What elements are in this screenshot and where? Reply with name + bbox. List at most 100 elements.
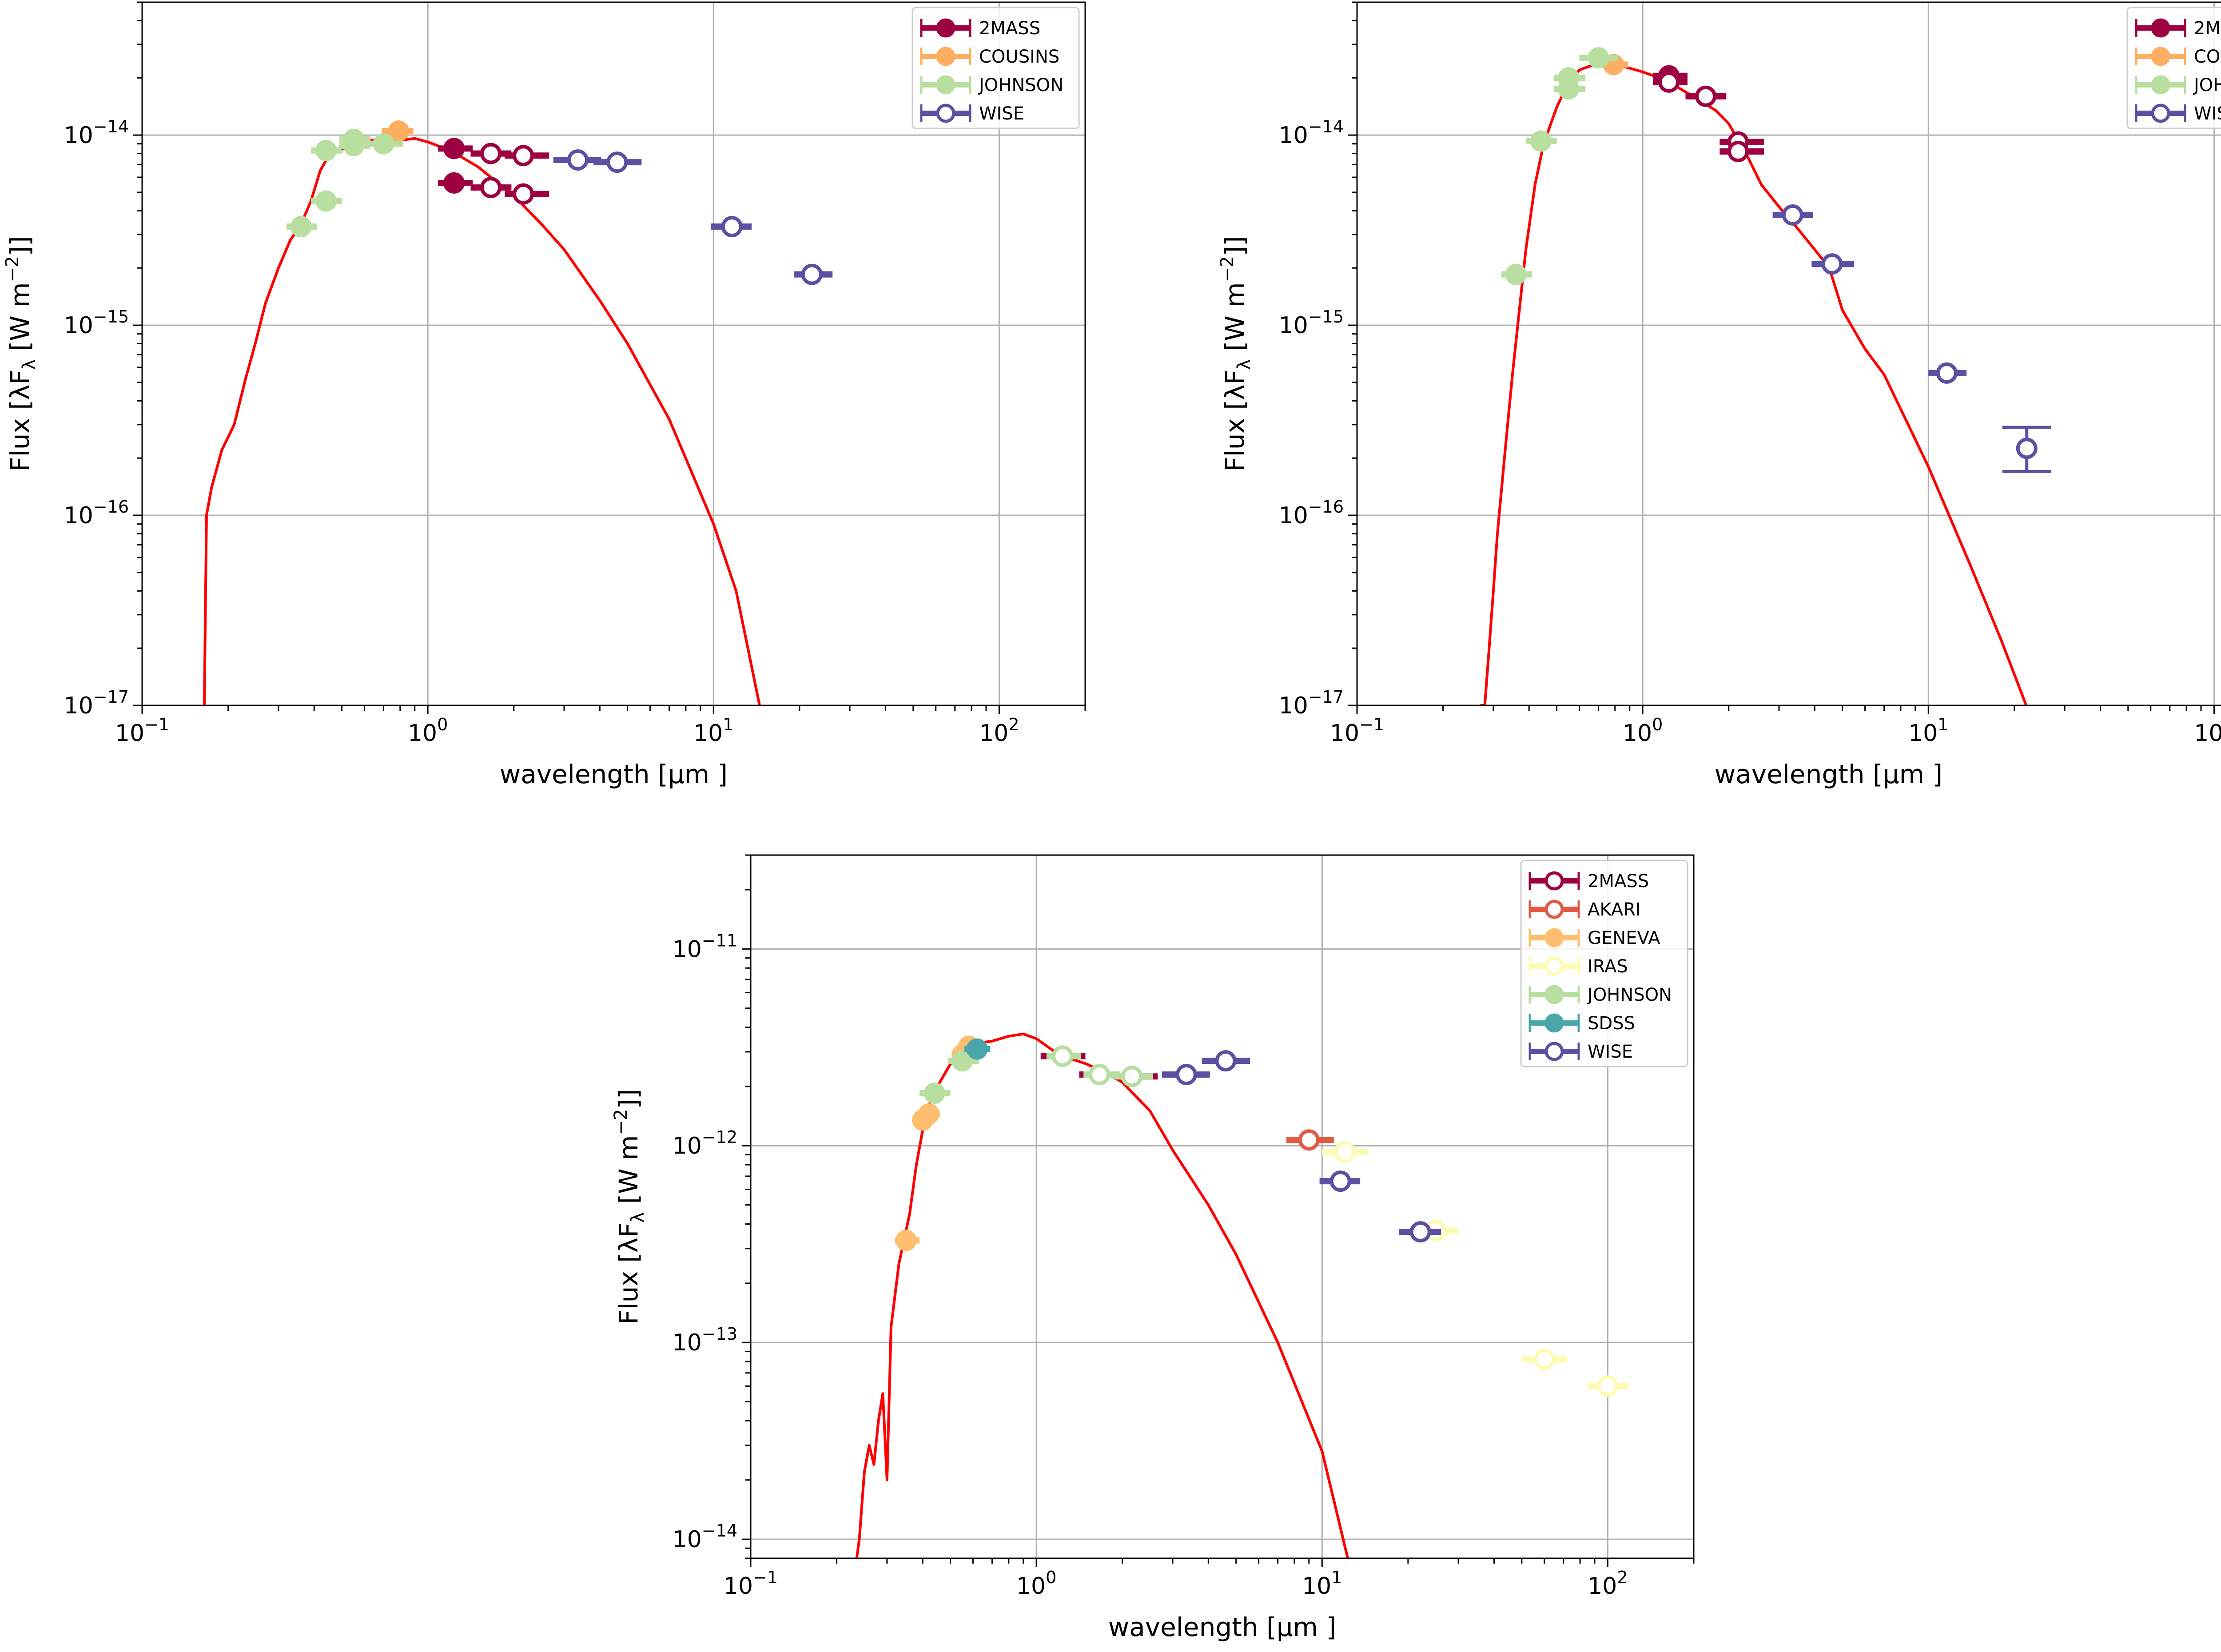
legend-marker [1544, 900, 1564, 919]
data-point-cousins [382, 120, 414, 142]
legend-label: 2MASS [1588, 871, 1649, 892]
legend-label: GENEVA [1588, 928, 1660, 948]
marker [951, 1050, 973, 1072]
x-tick-label: 101 [1302, 1568, 1342, 1600]
y-tick-label: 10−11 [673, 931, 737, 963]
marker [1329, 1170, 1351, 1192]
marker [1089, 1064, 1110, 1086]
data-point-johnson [311, 139, 342, 161]
marker [480, 143, 502, 164]
marker [923, 1082, 945, 1104]
legend-label: AKARI [1588, 900, 1641, 920]
marker [443, 138, 465, 159]
legend-marker [1544, 1013, 1564, 1033]
marker [290, 216, 312, 238]
marker [721, 216, 743, 238]
legend-marker [936, 47, 955, 66]
marker [373, 133, 394, 155]
y-tick-label: 10−17 [64, 687, 129, 719]
data-point-johnson [1579, 47, 1618, 69]
marker [1782, 204, 1803, 226]
legend-entry-wise: WISE [2135, 103, 2221, 124]
legend: 2MASS COUSINS JOHNSON WISE [911, 7, 1080, 129]
data-point-2mass [470, 143, 512, 164]
data-point-wise [1399, 1221, 1441, 1243]
legend-entry-wise: WISE [1528, 1042, 1633, 1062]
y-tick-label: 10−16 [1279, 497, 1344, 529]
model-spectrum-line [1480, 61, 2028, 705]
legend-marker [936, 18, 955, 38]
marker [1821, 253, 1843, 275]
marker [1175, 1064, 1197, 1086]
legend-label: COUSINS [2194, 47, 2221, 67]
marker [2016, 438, 2038, 459]
y-tick-label: 10−14 [1279, 117, 1344, 149]
legend-entry-akari: AKARI [1528, 900, 1641, 920]
data-point-2mass [470, 177, 512, 199]
marker [895, 1230, 917, 1251]
panel-bottom: 10−1 100 101 102 10−14 10−13 10−12 10−11 wavelen… [611, 854, 1695, 1642]
marker [1409, 1221, 1431, 1243]
x-tick-label: 100 [408, 715, 448, 747]
data-point-geneva [918, 1103, 940, 1125]
legend: 2MASS COUSINS JOHNSON WISE [2126, 7, 2221, 129]
model-spectrum-line [203, 137, 761, 705]
legend-marker [936, 75, 955, 95]
marker [1597, 1375, 1619, 1397]
marker [1936, 362, 1958, 384]
data-point-2mass [505, 183, 549, 205]
legend-entry-cousins: COUSINS [2135, 47, 2221, 67]
legend-marker [2151, 18, 2170, 38]
y-tick-label: 10−13 [673, 1324, 737, 1356]
data-point-johnson [1046, 1045, 1082, 1067]
legend-label: WISE [1588, 1042, 1633, 1062]
data-point-johnson [1113, 1066, 1153, 1087]
x-axis-label: wavelength [μm ] [1108, 1612, 1336, 1642]
legend-label: COUSINS [979, 47, 1059, 67]
legend-marker [2151, 75, 2170, 95]
axes-frame [1356, 1, 2221, 706]
y-tick-label: 10−14 [673, 1521, 737, 1553]
y-tick-label: 10−17 [1279, 687, 1344, 719]
y-tick-label: 10−14 [64, 117, 129, 149]
data-point-wise [1202, 1050, 1250, 1072]
data-point-johnson [919, 1082, 951, 1104]
marker [1505, 263, 1527, 285]
legend-marker [2151, 103, 2170, 123]
legend-label: JOHNSON [2193, 75, 2221, 96]
legend-entry-2mass: 2MASS [2135, 18, 2221, 39]
marker [606, 151, 628, 173]
data-point-2mass [1652, 71, 1688, 93]
y-tick-label: 10−15 [64, 307, 129, 339]
y-tick-label: 10−15 [1279, 307, 1344, 339]
data-point-geneva [895, 1230, 920, 1251]
marker [1588, 47, 1609, 69]
legend-entry-iras: IRAS [1528, 956, 1628, 977]
y-axis-label: Flux [λFλ [W m−2]] [2, 236, 40, 472]
data-point-2mass [1719, 141, 1764, 163]
marker [1658, 71, 1680, 93]
x-axis-label: wavelength [μm ] [500, 759, 728, 789]
legend-entry-cousins: COUSINS [920, 47, 1059, 67]
legend-marker [1544, 956, 1564, 976]
marker [480, 177, 502, 199]
axes-frame [141, 1, 1086, 706]
legend-box [911, 7, 1080, 129]
legend-entry-wise: WISE [920, 103, 1024, 124]
data-point-johnson [1526, 130, 1557, 152]
data-point-wise [553, 149, 601, 171]
marker [567, 149, 589, 171]
data-point-iras [1322, 1141, 1369, 1163]
marker [315, 190, 337, 212]
data-layer [1480, 47, 2051, 705]
data-layer [855, 1032, 1628, 1558]
legend-entry-johnson: JOHNSON [2135, 75, 2221, 96]
marker [966, 1038, 988, 1060]
marker [1298, 1129, 1320, 1151]
marker [1533, 1349, 1555, 1370]
x-tick-label: 100 [1623, 715, 1663, 747]
data-point-wise [1319, 1170, 1361, 1192]
data-point-johnson [947, 1050, 979, 1072]
data-point-sdss [964, 1038, 991, 1060]
